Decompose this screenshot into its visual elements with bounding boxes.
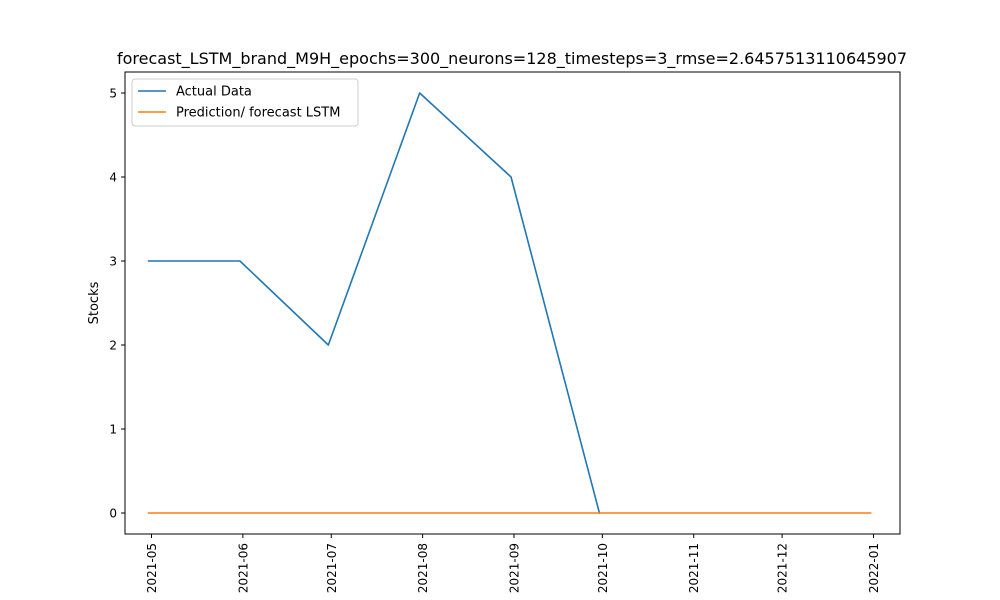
x-tick-label: 2021-10 [596, 543, 610, 593]
series-line-0 [147, 92, 601, 514]
plot-frame [124, 71, 901, 535]
x-tick-label: 2021-11 [687, 543, 701, 593]
x-tick-label: 2021-12 [776, 543, 790, 593]
x-axis: 2021-05 2021-06 2021-07 2021-08 2021-09 2021-… [145, 534, 881, 593]
x-tick-label: 2021-08 [416, 543, 430, 593]
x-tick-label: 2021-07 [325, 543, 339, 593]
legend-box [131, 78, 359, 127]
y-tick-label: 5 [109, 87, 117, 101]
y-tick-label: 3 [109, 255, 117, 269]
y-axis: 0 1 2 3 4 5 [109, 87, 125, 521]
legend: Actual Data Prediction/ forecast LSTM [131, 78, 359, 127]
chart-title: forecast_LSTM_brand_M9H_epochs=300_neuro… [117, 49, 907, 69]
y-tick-label: 4 [109, 171, 117, 185]
y-axis-label: Stocks [87, 281, 102, 324]
plot-area [125, 72, 900, 534]
series-layer [147, 92, 872, 514]
legend-label-0: Actual Data [176, 85, 252, 100]
x-tick-label: 2021-06 [236, 543, 250, 593]
y-tick-label: 0 [109, 507, 117, 521]
x-tick-label: 2022-01 [867, 543, 881, 593]
legend-label-1: Prediction/ forecast LSTM [176, 106, 340, 121]
x-tick-label: 2021-05 [145, 543, 159, 593]
x-tick-label: 2021-09 [507, 543, 521, 593]
y-tick-label: 2 [109, 339, 117, 353]
y-tick-label: 1 [109, 423, 117, 437]
